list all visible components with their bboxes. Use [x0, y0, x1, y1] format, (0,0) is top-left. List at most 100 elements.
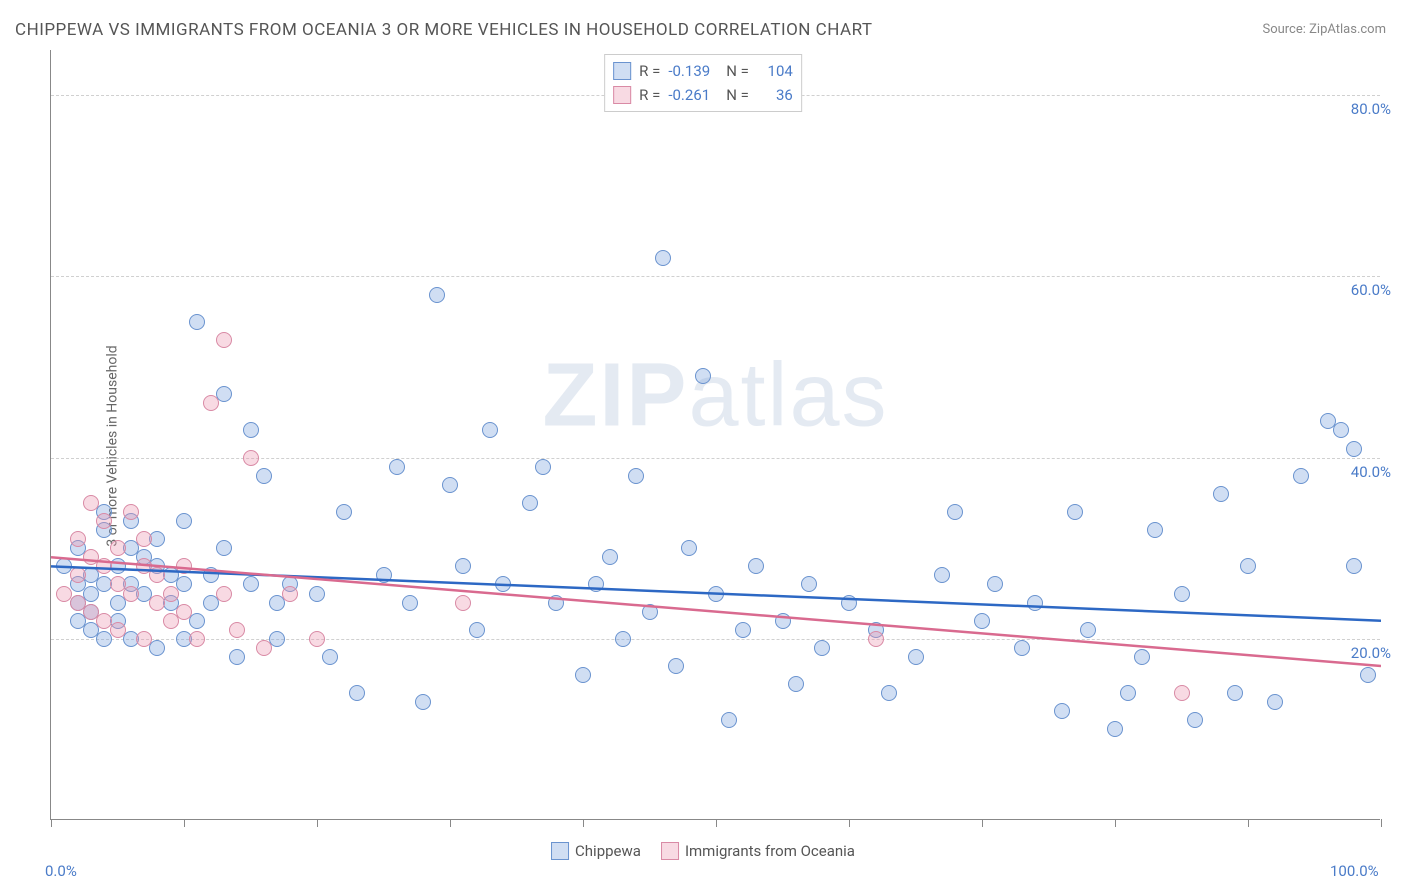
data-point-series2 — [83, 495, 99, 511]
data-point-series2 — [216, 332, 232, 348]
data-point-series1 — [429, 287, 445, 303]
watermark: ZIPatlas — [542, 345, 888, 448]
data-point-series2 — [70, 531, 86, 547]
swatch-icon — [661, 842, 679, 860]
x-tick — [1381, 819, 1382, 827]
data-point-series1 — [748, 558, 764, 574]
data-point-series1 — [1107, 721, 1123, 737]
data-point-series1 — [668, 658, 684, 674]
data-point-series1 — [1080, 622, 1096, 638]
data-point-series1 — [495, 576, 511, 592]
data-point-series1 — [243, 576, 259, 592]
data-point-series1 — [735, 622, 751, 638]
x-tick — [317, 819, 318, 827]
data-point-series1 — [256, 468, 272, 484]
r-label: R = — [639, 59, 660, 83]
data-point-series2 — [96, 513, 112, 529]
chart-title: CHIPPEWA VS IMMIGRANTS FROM OCEANIA 3 OR… — [15, 20, 873, 40]
data-point-series1 — [987, 576, 1003, 592]
x-tick-label: 100.0% — [1330, 862, 1379, 880]
data-point-series1 — [721, 712, 737, 728]
data-point-series2 — [216, 586, 232, 602]
swatch-icon — [613, 86, 631, 104]
data-point-series1 — [189, 613, 205, 629]
x-tick — [51, 819, 52, 827]
data-point-series1 — [203, 567, 219, 583]
data-point-series2 — [868, 631, 884, 647]
data-point-series2 — [189, 631, 205, 647]
data-point-series1 — [1067, 504, 1083, 520]
data-point-series1 — [149, 640, 165, 656]
stats-row: R = -0.139 N = 104 — [613, 59, 793, 83]
data-point-series1 — [535, 459, 551, 475]
data-point-series1 — [1120, 685, 1136, 701]
data-point-series1 — [1213, 486, 1229, 502]
data-point-series1 — [189, 314, 205, 330]
data-point-series1 — [229, 649, 245, 665]
n-label: N = — [726, 59, 749, 83]
data-point-series1 — [548, 595, 564, 611]
data-point-series1 — [176, 576, 192, 592]
data-point-series1 — [974, 613, 990, 629]
data-point-series1 — [322, 649, 338, 665]
data-point-series1 — [349, 685, 365, 701]
plot-area: ZIPatlas — [50, 50, 1380, 820]
data-point-series1 — [1346, 441, 1362, 457]
gridline — [51, 276, 1380, 277]
data-point-series1 — [309, 586, 325, 602]
data-point-series1 — [269, 631, 285, 647]
data-point-series1 — [934, 567, 950, 583]
data-point-series1 — [575, 667, 591, 683]
data-point-series2 — [309, 631, 325, 647]
data-point-series1 — [1227, 685, 1243, 701]
data-point-series1 — [243, 422, 259, 438]
data-point-series1 — [376, 567, 392, 583]
r-value: -0.261 — [668, 83, 710, 107]
data-point-series1 — [1054, 703, 1070, 719]
data-point-series1 — [402, 595, 418, 611]
data-point-series2 — [1174, 685, 1190, 701]
data-point-series2 — [243, 450, 259, 466]
data-point-series2 — [229, 622, 245, 638]
r-label: R = — [639, 83, 660, 107]
y-tick-label: 60.0% — [1351, 281, 1391, 299]
legend-label: Immigrants from Oceania — [685, 842, 855, 860]
y-tick-label: 80.0% — [1351, 100, 1391, 118]
data-point-series1 — [1134, 649, 1150, 665]
x-tick — [450, 819, 451, 827]
data-point-series2 — [455, 595, 471, 611]
data-point-series2 — [256, 640, 272, 656]
y-tick-label: 20.0% — [1351, 644, 1391, 662]
data-point-series1 — [881, 685, 897, 701]
series-legend: Chippewa Immigrants from Oceania — [551, 842, 855, 860]
data-point-series2 — [282, 586, 298, 602]
data-point-series1 — [455, 558, 471, 574]
data-point-series1 — [602, 549, 618, 565]
data-point-series1 — [1333, 422, 1349, 438]
data-point-series1 — [389, 459, 405, 475]
swatch-icon — [613, 62, 631, 80]
r-value: -0.139 — [668, 59, 710, 83]
data-point-series1 — [775, 613, 791, 629]
data-point-series1 — [788, 676, 804, 692]
stats-row: R =-0.261N = 36 — [613, 83, 793, 107]
data-point-series2 — [176, 558, 192, 574]
data-point-series1 — [681, 540, 697, 556]
data-point-series1 — [522, 495, 538, 511]
x-tick — [716, 819, 717, 827]
data-point-series1 — [216, 540, 232, 556]
data-point-series1 — [615, 631, 631, 647]
data-point-series1 — [216, 386, 232, 402]
data-point-series1 — [1147, 522, 1163, 538]
n-value: 104 — [757, 59, 793, 83]
data-point-series1 — [801, 576, 817, 592]
data-point-series2 — [110, 540, 126, 556]
data-point-series1 — [642, 604, 658, 620]
legend-item: Chippewa — [551, 842, 641, 860]
trend-line — [51, 557, 1381, 666]
data-point-series1 — [1174, 586, 1190, 602]
y-tick-label: 40.0% — [1351, 463, 1391, 481]
legend-label: Chippewa — [575, 842, 641, 860]
data-point-series1 — [908, 649, 924, 665]
data-point-series2 — [110, 622, 126, 638]
